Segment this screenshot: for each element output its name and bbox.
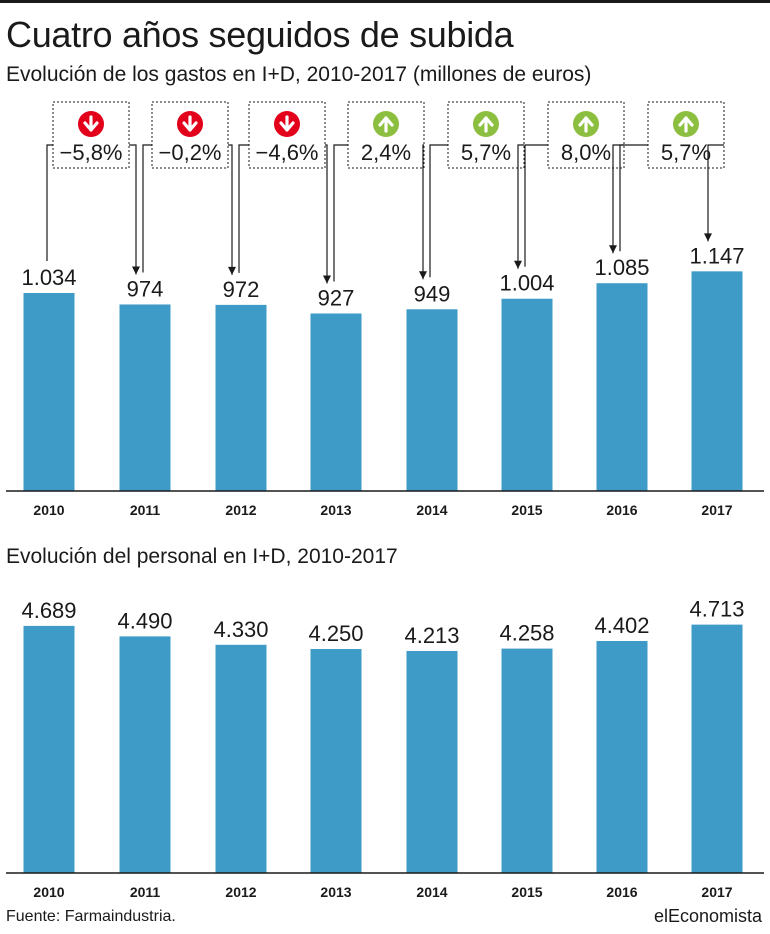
- year-label-2011: 2011: [130, 884, 161, 900]
- change-label: −4,6%: [256, 140, 319, 165]
- value-label-2010: 1.034: [21, 265, 76, 290]
- change-label: 2,4%: [361, 140, 411, 165]
- year-label-2016: 2016: [606, 502, 637, 518]
- bar-2015: [501, 648, 553, 873]
- change-label: 5,7%: [661, 140, 711, 165]
- bar-2015: [501, 298, 553, 491]
- bar-2011: [119, 636, 171, 873]
- bar-2012: [215, 304, 267, 491]
- value-label-2011: 4.490: [117, 608, 172, 633]
- bar-2010: [23, 292, 75, 491]
- chart1-title: Evolución de los gastos en I+D, 2010-201…: [6, 63, 592, 86]
- change-label: −0,2%: [159, 140, 222, 165]
- source-note: Fuente: Farmaindustria.: [6, 908, 176, 925]
- year-label-2017: 2017: [701, 884, 732, 900]
- change-callout-2011: −5,8%: [46, 101, 140, 275]
- chart2-title: Evolución del personal en I+D, 2010-2017: [6, 545, 398, 568]
- arrow-up-icon: [473, 111, 499, 137]
- bar-2014: [406, 650, 458, 873]
- change-label: 5,7%: [461, 140, 511, 165]
- value-label-2017: 1.147: [689, 243, 744, 268]
- value-label-2015: 4.258: [499, 621, 554, 646]
- value-label-2015: 1.004: [499, 271, 554, 296]
- bar-2010: [23, 625, 75, 873]
- value-label-2016: 4.402: [594, 613, 649, 638]
- arrow-up-icon: [673, 111, 699, 137]
- arrow-down-icon: [177, 111, 203, 137]
- top-rule: [0, 0, 770, 3]
- change-callout-2016: 8,0%: [524, 101, 625, 267]
- value-label-2017: 4.713: [689, 597, 744, 622]
- year-label-2017: 2017: [701, 502, 732, 518]
- change-callout-2014: 2,4%: [333, 101, 427, 282]
- year-label-2012: 2012: [225, 502, 256, 518]
- year-label-2013: 2013: [320, 502, 351, 518]
- bar-2017: [691, 624, 743, 873]
- year-label-2014: 2014: [416, 502, 447, 518]
- personnel-bar-chart: 4.689 2010 4.490 2011 4.330 2012 4.250 2013 4.21…: [6, 597, 764, 900]
- arrow-up-icon: [373, 111, 399, 137]
- change-label: −5,8%: [60, 140, 123, 165]
- year-label-2011: 2011: [130, 502, 161, 518]
- value-label-2010: 4.689: [21, 598, 76, 623]
- year-label-2012: 2012: [225, 884, 256, 900]
- change-callout-2012: −0,2%: [142, 101, 236, 275]
- brand-logo: elEconomista: [653, 906, 762, 926]
- year-label-2016: 2016: [606, 884, 637, 900]
- value-label-2014: 4.213: [404, 623, 459, 648]
- arrow-down-icon: [274, 111, 300, 137]
- change-label: 8,0%: [561, 140, 611, 165]
- year-label-2015: 2015: [511, 502, 542, 518]
- value-label-2013: 4.250: [308, 621, 363, 646]
- year-label-2014: 2014: [416, 884, 447, 900]
- change-callout-2017: 5,7%: [619, 101, 725, 252]
- arrow-down-icon: [78, 111, 104, 137]
- change-callout-2013: −4,6%: [238, 101, 331, 284]
- value-label-2016: 1.085: [594, 255, 649, 280]
- value-label-2012: 972: [223, 277, 260, 302]
- year-label-2015: 2015: [511, 884, 542, 900]
- bar-2014: [406, 309, 458, 491]
- year-label-2013: 2013: [320, 884, 351, 900]
- year-label-2010: 2010: [33, 884, 64, 900]
- page-title: Cuatro años seguidos de subida: [6, 14, 514, 55]
- bar-2016: [596, 283, 648, 491]
- value-label-2011: 974: [127, 276, 164, 301]
- year-label-2010: 2010: [33, 502, 64, 518]
- bar-2013: [310, 313, 362, 491]
- bar-2013: [310, 649, 362, 873]
- change-callout-2015: 5,7%: [429, 101, 525, 278]
- bar-2012: [215, 644, 267, 873]
- bar-2016: [596, 641, 648, 873]
- bar-2011: [119, 304, 171, 491]
- spending-bar-chart: 1.034 2010 974 2011 972 2012 927 2013 949 2014 1.0…: [6, 101, 764, 518]
- bar-2017: [691, 271, 743, 491]
- arrow-up-icon: [573, 111, 599, 137]
- value-label-2012: 4.330: [213, 617, 268, 642]
- value-label-2014: 949: [414, 281, 451, 306]
- value-label-2013: 927: [318, 285, 355, 310]
